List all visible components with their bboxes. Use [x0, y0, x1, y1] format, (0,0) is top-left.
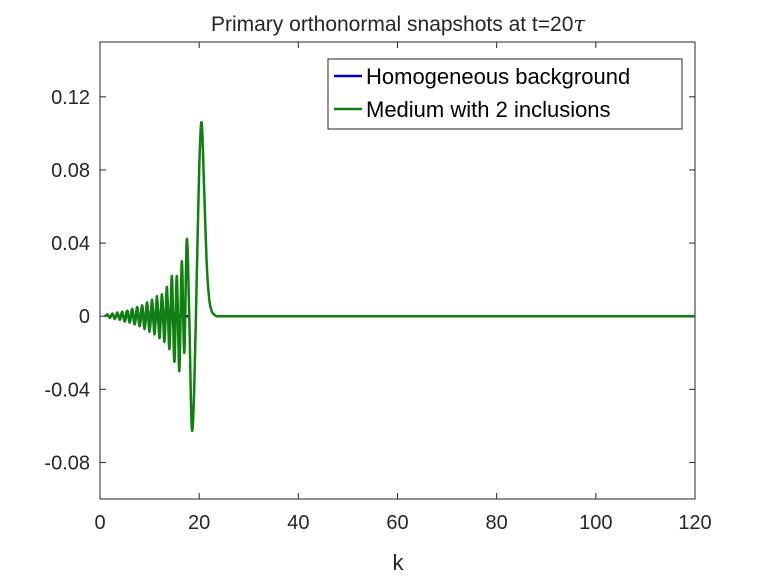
y-tick-label: 0 — [79, 306, 90, 328]
y-tick-label: 0.04 — [51, 233, 90, 255]
x-tick-label: 100 — [579, 512, 612, 534]
data-series — [104, 121, 695, 432]
chart-title-text: Primary orthonormal snapshots at t=20 — [211, 13, 573, 36]
legend: Homogeneous background Medium with 2 inc… — [327, 58, 683, 130]
axis-ticks: 0 20 40 60 80 100 120 -0.08 -0.04 0 0.04 0.08 0.12 — [44, 42, 712, 534]
chart-title: Primary orthonormal snapshots at t=20τ — [211, 12, 585, 36]
legend-label-inclusions: Medium with 2 inclusions — [366, 97, 611, 122]
x-tick-label: 0 — [94, 512, 105, 534]
y-tick-label: 0.08 — [51, 160, 90, 182]
chart-title-tau: τ — [573, 12, 585, 36]
x-axis-label: k — [393, 550, 405, 575]
x-tick-label: 40 — [287, 512, 309, 534]
series-line-medium-with-inclusions — [104, 121, 695, 432]
x-tick-label: 20 — [188, 512, 210, 534]
legend-box — [327, 58, 683, 130]
x-tick-label: 120 — [678, 512, 711, 534]
y-tick-label: -0.08 — [44, 452, 90, 474]
y-tick-label: 0.12 — [51, 87, 90, 109]
legend-label-homogeneous: Homogeneous background — [366, 64, 630, 89]
y-tick-label: -0.04 — [44, 379, 90, 401]
x-tick-label: 80 — [486, 512, 508, 534]
x-tick-label: 60 — [386, 512, 408, 534]
